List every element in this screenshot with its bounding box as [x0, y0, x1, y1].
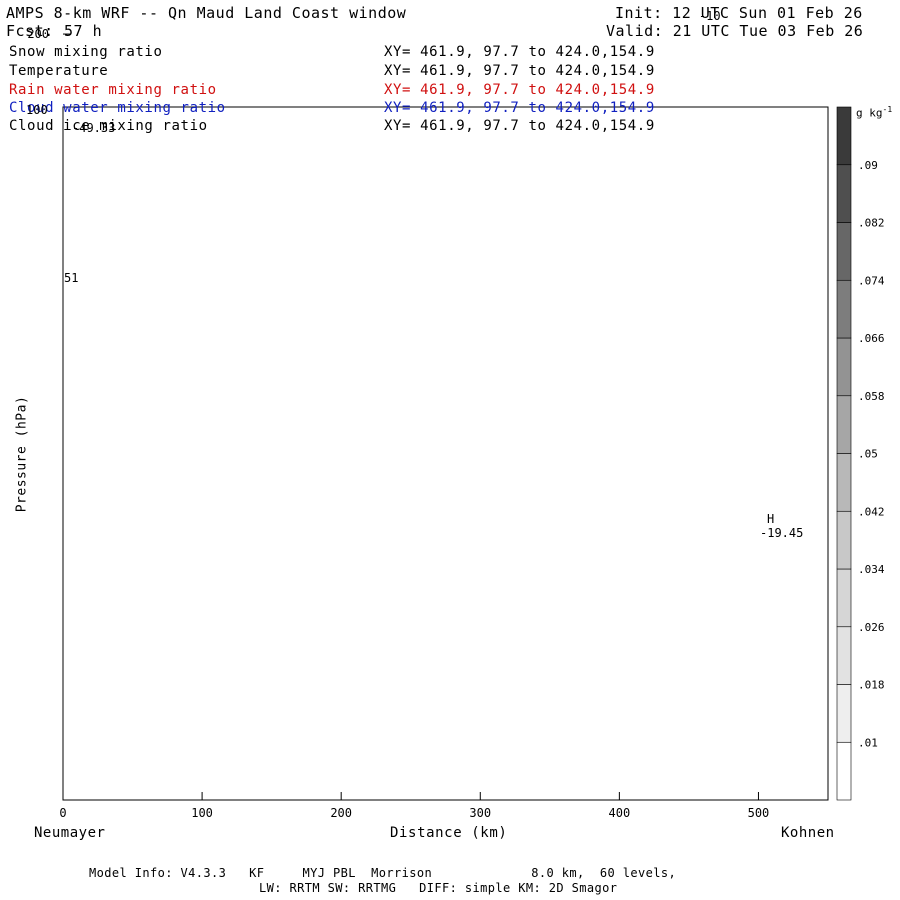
colorbar-swatch-7: [836, 337, 852, 397]
x-tick-label-300: 300: [469, 806, 491, 820]
colorbar-label-9: .082: [858, 217, 885, 230]
legend-temperature-xy: XY= 461.9, 97.7 to 424.0,154.9: [384, 63, 655, 79]
legend-cloud-ice: Cloud ice mixing ratio: [9, 118, 208, 134]
x-axis-title: Distance (km): [390, 825, 508, 841]
colorbar: .01 .018 .026 .034 .042 .05 .058 .066 .074 .082 .0…: [836, 106, 885, 801]
colorbar-swatch-10: [836, 164, 852, 223]
physics-info: LW: RRTM SW: RRTMG DIFF: simple KM: 2D S…: [259, 881, 618, 895]
colorbar-swatch-0: [836, 741, 852, 801]
legend-rain-xy: XY= 461.9, 97.7 to 424.0,154.9: [384, 82, 655, 98]
valid-time: Valid: 21 UTC Tue 03 Feb 26: [606, 22, 864, 40]
y-tick-label-200: 200: [27, 27, 49, 41]
x-tick-label-0: 0: [59, 806, 66, 820]
chart-title: AMPS 8-km WRF -- Qn Maud Land Coast wind…: [6, 4, 407, 22]
x-tick-label-500: 500: [748, 806, 770, 820]
colorbar-swatch-3: [836, 568, 852, 628]
legend-snow: Snow mixing ratio: [9, 44, 163, 60]
x-tick-label-400: 400: [609, 806, 631, 820]
colorbar-swatch-2: [836, 626, 852, 685]
isotherm-label-12: -10: [699, 9, 721, 23]
colorbar-label-8: .074: [858, 274, 885, 287]
init-time: Init: 12 UTC Sun 01 Feb 26: [615, 4, 863, 22]
colorbar-swatch-6: [836, 395, 852, 454]
model-info: Model Info: V4.3.3 KF MYJ PBL Morrison 8…: [89, 866, 677, 880]
y-tick-100: 100: [26, 103, 48, 117]
high-value: -19.45: [760, 526, 804, 540]
forecast-label: Fcst:: [6, 22, 54, 40]
legend-cloud-ice-xy: XY= 461.9, 97.7 to 424.0,154.9: [384, 118, 655, 134]
min-value-label: 51: [64, 271, 79, 285]
colorbar-label-6: .058: [858, 390, 885, 403]
colorbar-label-5: .05: [858, 448, 878, 461]
colorbar-label-2: .026: [858, 621, 885, 634]
colorbar-swatch-1: [836, 684, 852, 743]
left-endpoint-label: Neumayer: [34, 825, 106, 841]
colorbar-label-0: .01: [858, 736, 878, 749]
colorbar-swatch-4: [836, 510, 852, 570]
isotherm-labels: -50-50-50-50-40-40-40-30-30-30-20-20-10: [694, 7, 725, 23]
colorbar-label-7: .066: [858, 332, 885, 345]
x-tick-label-100: 100: [191, 806, 213, 820]
isotherm-label-bg-12: [694, 7, 725, 22]
colorbar-unit: g kg-1: [856, 102, 892, 122]
legend-snow-xy: XY= 461.9, 97.7 to 424.0,154.9: [384, 44, 655, 60]
legend-cloud-water: Cloud water mixing ratio: [9, 100, 226, 116]
colorbar-unit-exp: -1: [882, 105, 893, 114]
legend-rain: Rain water mixing ratio: [9, 82, 217, 98]
colorbar-swatch-5: [836, 453, 852, 512]
colorbar-label-4: .042: [858, 505, 885, 518]
colorbar-swatch-11: [836, 106, 852, 166]
forecast-hour: 57 h: [64, 22, 103, 40]
plot-frame: [62, 106, 829, 801]
colorbar-label-10: .09: [858, 159, 878, 172]
y-axis: 2003004005006007008009001000: [27, 27, 71, 41]
legend-cloud-water-xy: XY= 461.9, 97.7 to 424.0,154.9: [384, 100, 655, 116]
right-endpoint-label: Kohnen: [781, 825, 835, 841]
colorbar-label-1: .018: [858, 679, 885, 692]
colorbar-swatch-9: [836, 222, 852, 281]
high-marker: H: [767, 512, 775, 526]
x-tick-label-200: 200: [330, 806, 352, 820]
x-axis: 0 100 200 300 400 500: [59, 792, 769, 820]
colorbar-unit-base: g kg: [856, 106, 883, 120]
colorbar-swatch-8: [836, 279, 852, 339]
y-axis-title: Pressure (hPa): [14, 395, 30, 513]
legend-temperature: Temperature: [9, 63, 109, 79]
isotherm-top-value: -49.33: [72, 121, 116, 135]
colorbar-label-3: .034: [858, 563, 885, 576]
